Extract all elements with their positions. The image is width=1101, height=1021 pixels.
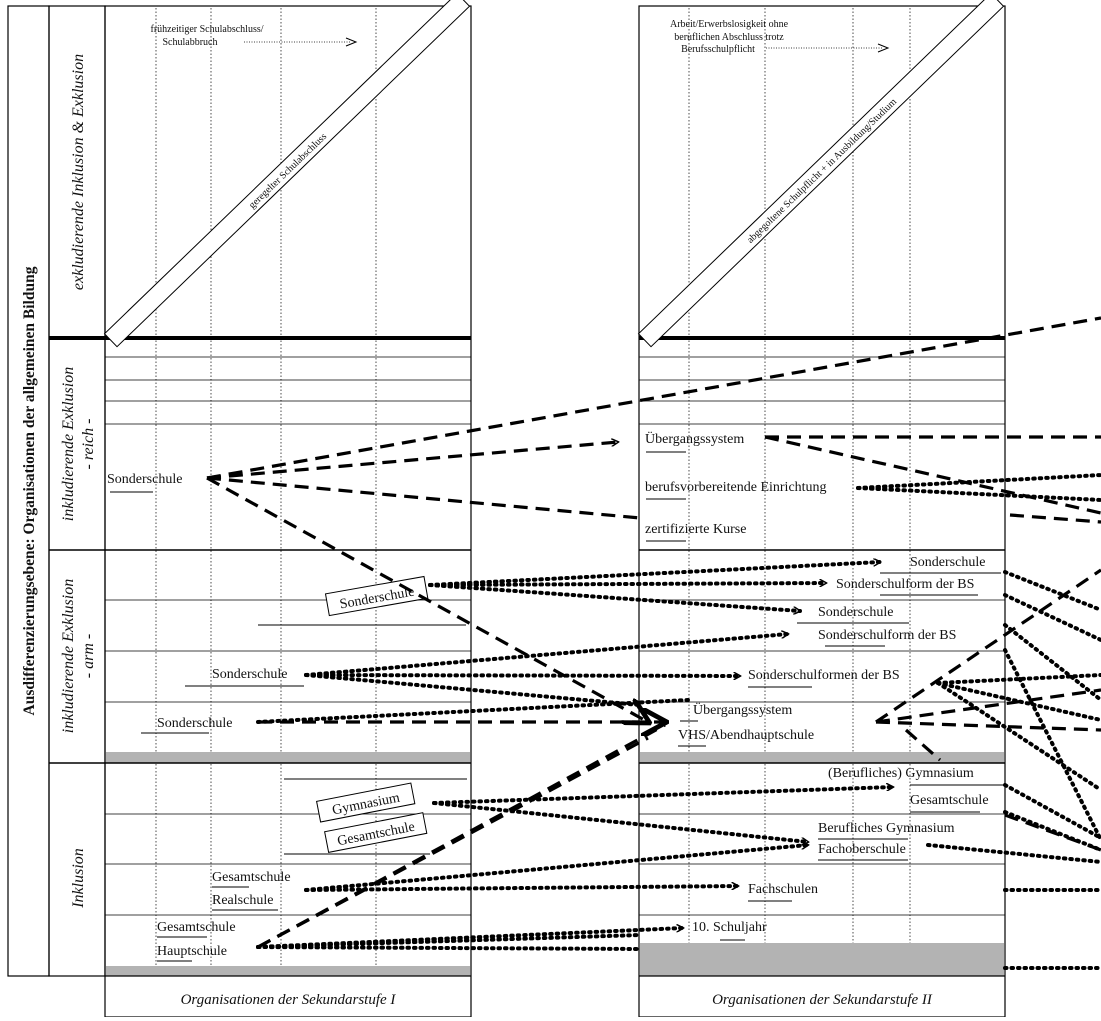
- sek2-arm-sonderschulform-2: Sonderschulform der BS: [818, 628, 956, 643]
- row-label-exkludierend: exkludierende Inklusion & Exklusion: [70, 54, 87, 290]
- sek2-footer: Organisationen der Sekundarstufe II: [712, 992, 933, 1008]
- sek1-arm-boxed-sonderschule: Sonderschule: [324, 575, 429, 617]
- sek1-inkl-gymnasium-box: Gymnasium: [316, 782, 416, 823]
- row-label-reich-line2: - reich -: [80, 419, 97, 470]
- sek2-arm-sonderschulformen: Sonderschulformen der BS: [748, 668, 900, 683]
- sek2-top-note-line3: Berufsschulpflicht: [681, 44, 755, 55]
- flow-arrows: [206, 316, 1101, 970]
- sek2-reich-zertifiziert: zertifizierte Kurse: [645, 522, 746, 537]
- sek2-reich-berufsvorbereitend: berufsvorbereitende Einrichtung: [645, 480, 827, 495]
- sek2-diagonal-bar-label: abgegoltene Schulpflicht + in Ausbildung…: [745, 96, 899, 245]
- sek2-arm-sonderschule-1: Sonderschule: [910, 555, 985, 570]
- sek1-top-note-line2: Schulabbruch: [163, 37, 218, 48]
- sek1-column: frühzeitiger Schulabschluss/ Schulabbruc…: [103, 0, 472, 1018]
- sek2-arm-sonderschulform-1: Sonderschulform der BS: [836, 577, 974, 592]
- main-axis-label: Ausdifferenzierungsebene: Organisationen…: [21, 266, 38, 715]
- sek2-inkl-gymnasium: (Berufliches) Gymnasium: [828, 766, 974, 781]
- sek2-arm-vhs: VHS/Abendhauptschule: [678, 728, 814, 743]
- sek2-top-note-line1: Arbeit/Erwerbslosigkeit ohne: [670, 19, 789, 30]
- sek2-column: Arbeit/Erwerbslosigkeit ohne beruflichen…: [637, 0, 1006, 1018]
- row-label-arm-line2: - arm -: [80, 634, 97, 678]
- sek1-inkl-hauptschule: Hauptschule: [157, 944, 227, 959]
- sek2-inkl-gesamtschule: Gesamtschule: [910, 793, 989, 808]
- row-label-reich-line1: inkludierende Exklusion: [60, 367, 77, 521]
- sek2-inkl-beruflichesgym: Berufliches Gymnasium: [818, 821, 955, 836]
- row-label-arm-line1: inkludierende Exklusion: [60, 579, 77, 733]
- sek1-inkl-gesamtschule: Gesamtschule: [212, 870, 291, 885]
- sek2-reich-uebergangssystem: Übergangssystem: [645, 430, 744, 447]
- sek1-inkl-gesamtschule-low: Gesamtschule: [157, 920, 236, 935]
- row-label-inklusion: Inklusion: [70, 848, 87, 909]
- sek1-inkl-realschule: Realschule: [212, 893, 273, 908]
- sek1-arm-sonderschule-mid: Sonderschule: [212, 667, 287, 682]
- sek1-reich-sonderschule: Sonderschule: [107, 472, 182, 487]
- sek2-arm-uebergangssystem: Übergangssystem: [693, 701, 792, 718]
- sek2-inkl-schuljahr: 10. Schuljahr: [692, 920, 767, 935]
- sek2-top-note-line2: beruflichen Abschluss trotz: [674, 32, 784, 43]
- sek1-top-note-line1: frühzeitiger Schulabschluss/: [150, 24, 263, 35]
- sek1-diagonal-bar-label: geregelter Schulabschluss: [247, 131, 329, 211]
- sek2-inkl-fachschulen: Fachschulen: [748, 882, 818, 897]
- sek1-diagonal-bar: geregelter Schulabschluss: [103, 0, 471, 348]
- sek2-inkl-fachoberschule: Fachoberschule: [818, 842, 906, 857]
- sek2-arm-sonderschule-2: Sonderschule: [818, 605, 893, 620]
- sek1-arm-sonderschule-low: Sonderschule: [157, 716, 232, 731]
- sek1-footer: Organisationen der Sekundarstufe I: [181, 992, 397, 1008]
- left-axis: Ausdifferenzierungsebene: Organisationen…: [7, 5, 106, 977]
